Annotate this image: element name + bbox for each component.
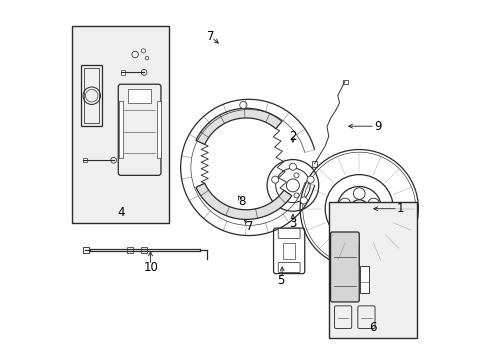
Bar (128, 89, 151, 103)
Bar (311, 161, 316, 167)
Circle shape (306, 176, 313, 183)
Bar (359, 266, 368, 293)
Text: 4: 4 (117, 206, 124, 219)
Bar (81, 65, 102, 126)
Bar (72, 26, 169, 223)
Text: 9: 9 (373, 120, 381, 133)
Text: 5: 5 (277, 274, 284, 287)
FancyBboxPatch shape (278, 228, 300, 238)
FancyBboxPatch shape (278, 262, 300, 273)
Text: 2: 2 (288, 130, 296, 144)
Circle shape (300, 197, 307, 204)
Circle shape (278, 197, 285, 204)
Bar (119, 101, 123, 158)
FancyBboxPatch shape (330, 232, 359, 302)
Text: 7: 7 (206, 30, 214, 43)
Circle shape (338, 198, 350, 210)
Bar (156, 101, 161, 158)
Circle shape (286, 179, 299, 192)
Bar (121, 70, 125, 75)
Circle shape (239, 102, 246, 109)
Circle shape (289, 163, 296, 170)
Circle shape (344, 215, 355, 227)
Circle shape (362, 215, 373, 227)
Text: 8: 8 (238, 195, 245, 208)
Bar (83, 158, 87, 162)
Text: 1: 1 (396, 202, 404, 215)
Circle shape (367, 198, 379, 210)
Bar (84, 68, 99, 123)
Text: 10: 10 (143, 261, 159, 274)
Text: 3: 3 (288, 216, 296, 230)
Bar (342, 80, 347, 84)
Circle shape (349, 200, 367, 218)
Bar (126, 247, 132, 253)
Circle shape (271, 176, 278, 183)
Polygon shape (196, 183, 291, 220)
Bar (83, 247, 88, 253)
Polygon shape (196, 108, 282, 144)
Bar (282, 243, 295, 259)
Bar (141, 247, 147, 253)
Bar (328, 202, 416, 338)
Text: 6: 6 (368, 320, 375, 333)
Circle shape (353, 188, 365, 199)
Text: 7: 7 (245, 220, 253, 233)
